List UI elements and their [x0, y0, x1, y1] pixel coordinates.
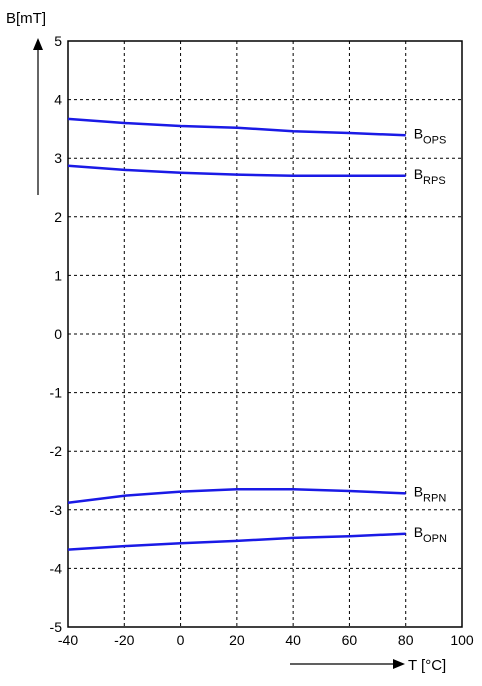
series-line-opn	[67, 532, 406, 551]
series-line-ops	[67, 117, 406, 137]
x-tick-label: 80	[398, 632, 414, 648]
x-axis-title: T [°C]	[408, 657, 446, 674]
x-tick-label: 40	[285, 632, 301, 648]
series-label-sub: RPS	[423, 175, 446, 187]
series-label-main: B	[414, 125, 423, 141]
series-label-sub: OPN	[423, 533, 447, 545]
x-tick-label: 100	[450, 632, 474, 648]
series-label-opn: BOPN	[414, 524, 447, 545]
y-axis-title: B[mT]	[6, 10, 46, 27]
x-tick-label: 60	[342, 632, 358, 648]
series-lines	[67, 117, 406, 551]
y-tick-label: 2	[54, 209, 62, 225]
tick-labels: -40 -20 0 20 40 60 80 100 5 4 3 2 1 0 -1 -2 -3 -4 -5	[50, 33, 474, 648]
y-tick-label: -3	[50, 502, 63, 518]
y-axis-arrow-head	[33, 38, 43, 50]
x-tick-label: 20	[229, 632, 245, 648]
x-tick-label: 0	[177, 632, 185, 648]
x-tick-label: -20	[114, 632, 134, 648]
series-line-rps	[67, 164, 406, 178]
series-label-main: B	[414, 166, 423, 182]
x-tick-label: -40	[58, 632, 78, 648]
series-label-rps: BRPS	[414, 166, 446, 187]
y-tick-label: -2	[50, 443, 63, 459]
y-tick-label: 0	[54, 326, 62, 342]
y-tick-label: 4	[54, 92, 62, 108]
series-label-sub: OPS	[423, 134, 446, 146]
series-label-main: B	[414, 524, 423, 540]
y-tick-label: 5	[54, 33, 62, 49]
series-line-rpn	[67, 488, 406, 505]
grid	[68, 41, 462, 627]
y-tick-label: 3	[54, 150, 62, 166]
series-label-rpn: BRPN	[414, 483, 447, 504]
y-tick-label: 1	[54, 267, 62, 283]
series-label-ops: BOPS	[414, 125, 447, 146]
y-tick-label: -4	[50, 560, 63, 576]
y-tick-label: -5	[50, 619, 63, 635]
y-tick-label: -1	[50, 385, 63, 401]
series-label-main: B	[414, 483, 423, 499]
series-label-sub: RPN	[423, 492, 446, 504]
x-axis-arrow-head	[393, 659, 405, 669]
